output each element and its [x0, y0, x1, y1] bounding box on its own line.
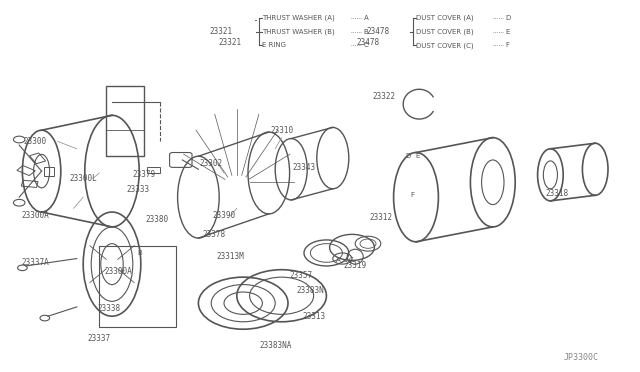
Text: 23333: 23333 — [126, 185, 149, 194]
Text: 23300: 23300 — [24, 137, 47, 146]
Text: DUST COVER (A): DUST COVER (A) — [416, 15, 474, 21]
Text: 23478: 23478 — [356, 38, 380, 47]
Text: D: D — [506, 15, 511, 21]
Text: F: F — [411, 192, 415, 198]
Text: E: E — [416, 153, 420, 159]
Text: 23357: 23357 — [289, 271, 312, 280]
Text: 23313: 23313 — [302, 312, 325, 321]
Text: C: C — [364, 42, 368, 48]
Text: E: E — [506, 29, 510, 35]
Text: A: A — [364, 15, 368, 21]
Text: 23319: 23319 — [344, 262, 367, 270]
Bar — [44, 167, 54, 176]
Text: E RING: E RING — [262, 42, 287, 48]
Text: A: A — [335, 257, 340, 263]
Text: 23343: 23343 — [292, 163, 316, 172]
Text: 23310: 23310 — [270, 126, 293, 135]
Text: 23337A: 23337A — [21, 258, 49, 267]
Text: F: F — [506, 42, 509, 48]
Bar — [106, 86, 144, 156]
Text: DUST COVER (B): DUST COVER (B) — [416, 28, 474, 35]
Text: 23318: 23318 — [545, 189, 568, 198]
Text: 23313M: 23313M — [216, 252, 244, 261]
Bar — [17, 166, 35, 176]
Text: 23321: 23321 — [209, 27, 232, 36]
Text: 23390: 23390 — [212, 211, 236, 220]
Text: 23300A: 23300A — [104, 267, 132, 276]
Text: 23312: 23312 — [369, 213, 392, 222]
Text: D: D — [406, 153, 411, 159]
Text: DUST COVER (C): DUST COVER (C) — [416, 42, 474, 49]
Bar — [147, 167, 160, 173]
Text: 23322: 23322 — [372, 92, 396, 101]
Text: C: C — [348, 257, 353, 263]
Bar — [29, 153, 45, 164]
Text: 23338: 23338 — [97, 304, 120, 313]
Text: 23300L: 23300L — [69, 174, 97, 183]
Text: THRUST WASHER (A): THRUST WASHER (A) — [262, 15, 335, 21]
Text: B: B — [364, 29, 368, 35]
Text: 23383N: 23383N — [296, 286, 324, 295]
Bar — [21, 180, 38, 187]
Text: 23478: 23478 — [366, 27, 389, 36]
Text: 23300A: 23300A — [21, 211, 49, 220]
Bar — [99, 246, 176, 327]
Text: 23378: 23378 — [203, 230, 226, 239]
Text: B: B — [137, 250, 142, 256]
Text: 23321: 23321 — [219, 38, 242, 47]
Text: 23383NA: 23383NA — [259, 341, 291, 350]
Text: 23302: 23302 — [200, 159, 223, 168]
Text: 23379: 23379 — [132, 170, 156, 179]
Text: 23380: 23380 — [145, 215, 168, 224]
Text: THRUST WASHER (B): THRUST WASHER (B) — [262, 28, 335, 35]
Text: JP3300C: JP3300C — [563, 353, 598, 362]
Bar — [106, 130, 144, 156]
Text: 23337: 23337 — [88, 334, 111, 343]
